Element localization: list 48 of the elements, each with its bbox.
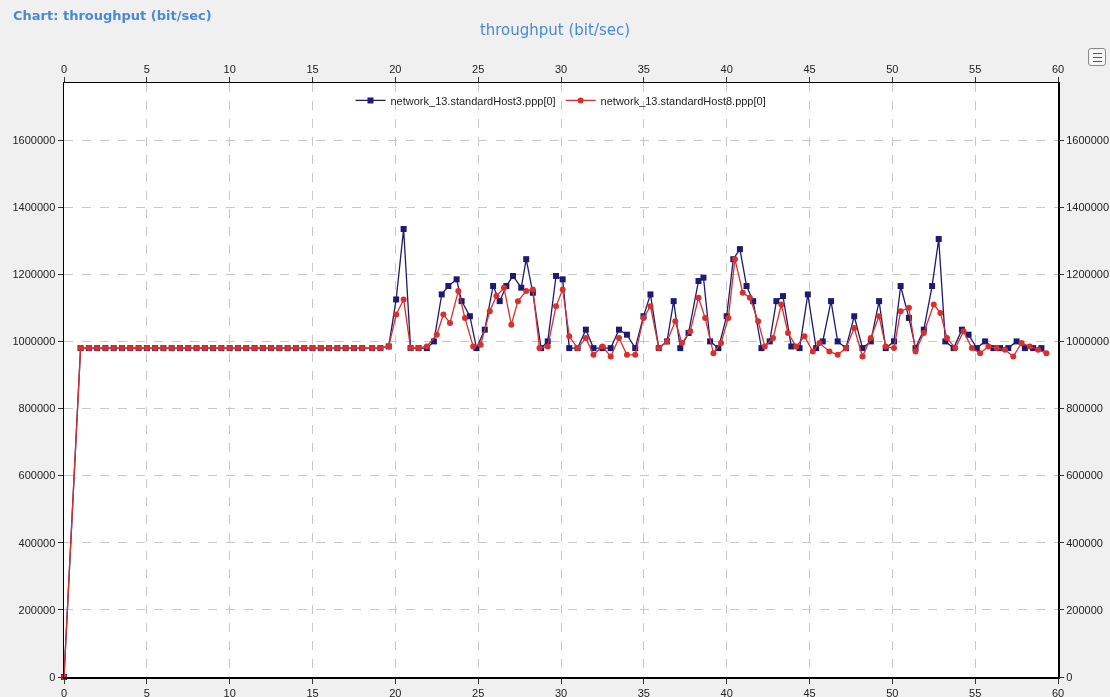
y2-tick-label: 1200000 bbox=[1066, 268, 1110, 281]
y-tick-label: 1200000 bbox=[12, 268, 56, 281]
x2-tick-label: 45 bbox=[803, 686, 816, 697]
y2-tick-label: 0 bbox=[1066, 670, 1073, 683]
x2-tick-label: 35 bbox=[637, 686, 650, 697]
x2-tick-label: 55 bbox=[969, 686, 982, 697]
x-tick-label: 60 bbox=[1051, 62, 1065, 75]
x-tick-label: 55 bbox=[969, 62, 982, 75]
legend-label: network_13.standardHost8.ppp[0] bbox=[600, 94, 766, 107]
chart-title: throughput (bit/sec) bbox=[479, 20, 631, 39]
x-tick-label: 45 bbox=[803, 62, 816, 75]
y-tick-label: 600000 bbox=[18, 469, 56, 482]
x-tick-label: 0 bbox=[60, 62, 68, 75]
y2-tick-label: 200000 bbox=[1066, 603, 1103, 616]
x-tick-label: 35 bbox=[637, 62, 650, 75]
x2-tick-label: 25 bbox=[472, 686, 485, 697]
x2-tick-label: 40 bbox=[720, 686, 733, 697]
x-tick-label: 5 bbox=[143, 62, 150, 75]
y-tick-label: 0 bbox=[49, 670, 56, 683]
y2-tick-label: 400000 bbox=[1066, 536, 1103, 549]
y-tick-label: 200000 bbox=[18, 603, 56, 616]
y-tick-label: 400000 bbox=[18, 536, 56, 549]
x-tick-label: 10 bbox=[223, 62, 236, 75]
y-tick-label: 800000 bbox=[18, 402, 56, 415]
x2-tick-label: 60 bbox=[1051, 686, 1065, 697]
x-tick-label: 25 bbox=[472, 62, 485, 75]
x2-tick-label: 5 bbox=[143, 686, 150, 697]
x-tick-label: 30 bbox=[554, 62, 568, 75]
x-tick-label: 15 bbox=[306, 62, 319, 75]
x-tick-label: 50 bbox=[886, 62, 899, 75]
y-tick-label: 1400000 bbox=[12, 201, 56, 214]
y-tick-label: 1000000 bbox=[12, 335, 56, 348]
x2-tick-label: 20 bbox=[389, 686, 402, 697]
y-tick-label: 1600000 bbox=[12, 133, 56, 146]
x-tick-label: 20 bbox=[389, 62, 402, 75]
x-tick-label: 40 bbox=[720, 62, 733, 75]
y2-tick-label: 1600000 bbox=[1066, 133, 1110, 146]
y2-tick-label: 600000 bbox=[1066, 469, 1103, 482]
x2-tick-label: 50 bbox=[886, 686, 899, 697]
x2-tick-label: 15 bbox=[306, 686, 319, 697]
legend-label: network_13.standardHost3.ppp[0] bbox=[390, 94, 556, 107]
y2-tick-label: 1000000 bbox=[1066, 335, 1110, 348]
x2-tick-label: 10 bbox=[223, 686, 236, 697]
text: Chart: throughput (bit/sec) bbox=[13, 8, 212, 23]
x2-tick-label: 30 bbox=[554, 686, 568, 697]
y2-tick-label: 800000 bbox=[1066, 402, 1103, 415]
x2-tick-label: 0 bbox=[60, 686, 68, 697]
y2-tick-label: 1400000 bbox=[1066, 201, 1110, 214]
